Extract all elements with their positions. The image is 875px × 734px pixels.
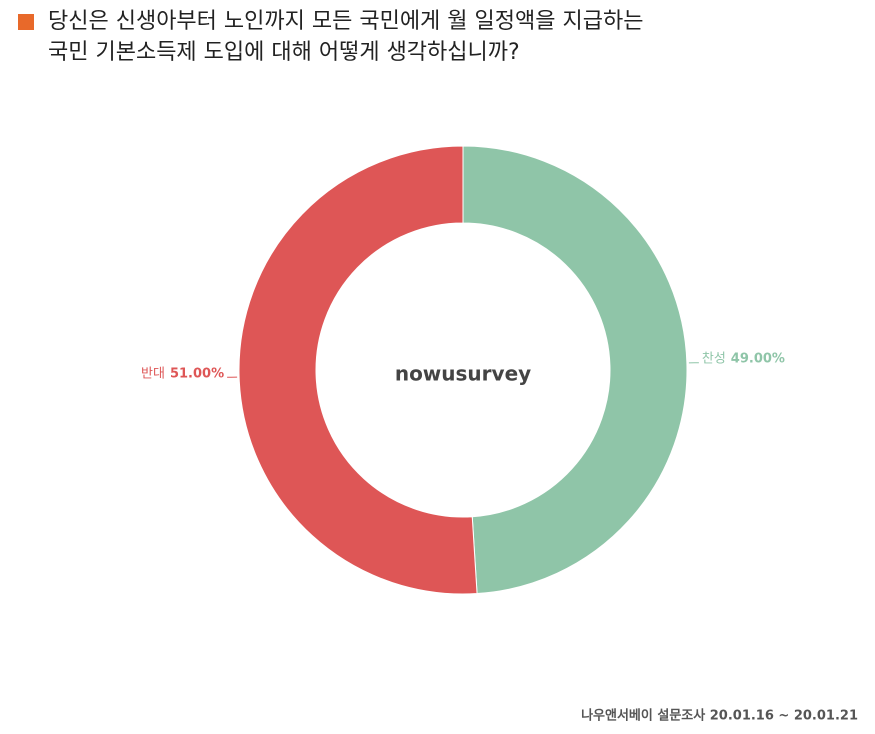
data-label: 찬성 49.00% <box>702 351 785 366</box>
footer: 나우앤서베이 설문조사 20.01.16 ~ 20.01.21 <box>581 708 858 724</box>
category-label: 반대 <box>141 366 165 381</box>
value-label: 49.00% <box>731 351 785 366</box>
category-label: 찬성 <box>702 351 726 366</box>
donut-slice <box>238 145 478 595</box>
data-label: 반대 51.00% <box>141 366 224 381</box>
chart-title: 국민 기본소득제 도입에 대해 어떻게 생각하십니까? <box>48 40 520 65</box>
donut-slice <box>462 145 688 595</box>
value-label: 51.00% <box>170 366 224 381</box>
title-marker <box>18 14 34 30</box>
chart-title: 당신은 신생아부터 노인까지 모든 국민에게 월 일정액을 지급하는 <box>48 9 643 34</box>
center-label: nowusurvey <box>395 362 531 386</box>
